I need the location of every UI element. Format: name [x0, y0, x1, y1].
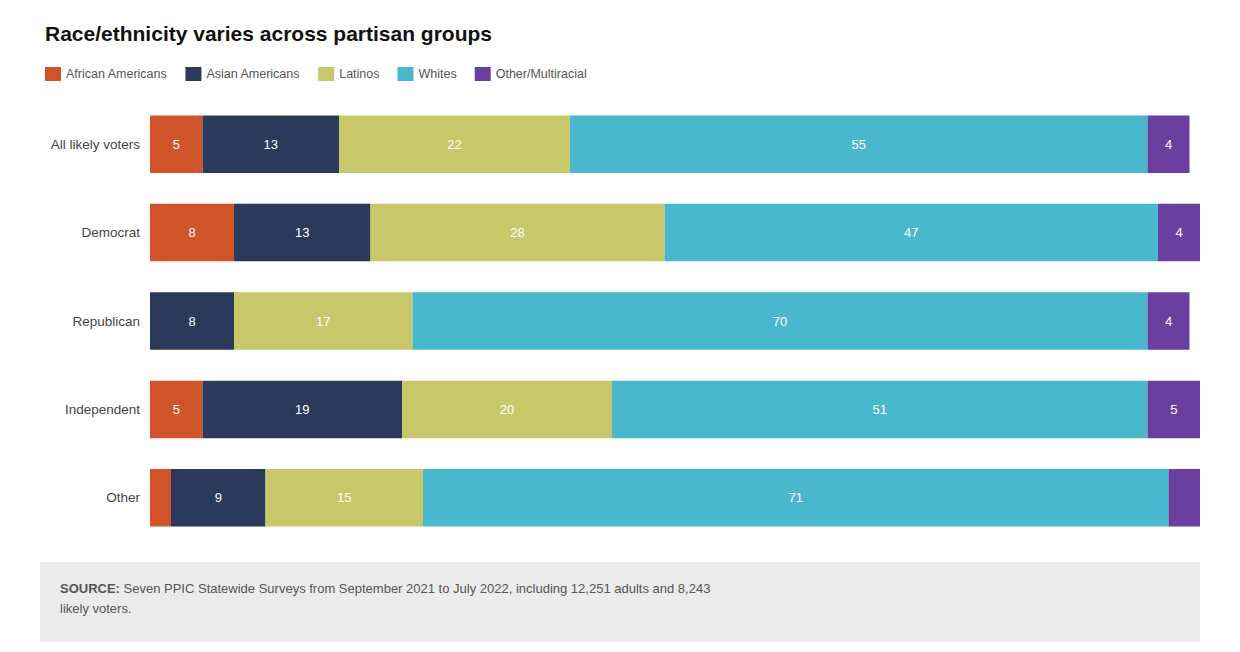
- svg-text:20: 20: [500, 402, 514, 417]
- svg-text:likely voters.: likely voters.: [60, 601, 132, 616]
- svg-text:Other/Multiracial: Other/Multiracial: [496, 67, 587, 81]
- svg-text:17: 17: [316, 314, 330, 329]
- svg-text:4: 4: [1165, 137, 1172, 152]
- svg-text:13: 13: [295, 225, 309, 240]
- svg-text:22: 22: [447, 137, 461, 152]
- svg-text:13: 13: [264, 137, 278, 152]
- svg-text:5: 5: [173, 402, 180, 417]
- svg-text:Latinos: Latinos: [339, 67, 379, 81]
- svg-text:5: 5: [173, 137, 180, 152]
- svg-text:8: 8: [188, 314, 195, 329]
- svg-text:55: 55: [852, 137, 866, 152]
- svg-text:19: 19: [295, 402, 309, 417]
- svg-text:Other: Other: [106, 490, 140, 505]
- svg-text:Seven PPIC Statewide Surveys f: Seven PPIC Statewide Surveys from Septem…: [120, 581, 710, 596]
- svg-text:28: 28: [510, 225, 524, 240]
- svg-text:8: 8: [188, 225, 195, 240]
- svg-text:51: 51: [873, 402, 887, 417]
- svg-text:47: 47: [904, 225, 918, 240]
- svg-text:Republican: Republican: [72, 314, 140, 329]
- svg-text:71: 71: [789, 490, 803, 505]
- svg-text:African Americans: African Americans: [66, 67, 167, 81]
- svg-text:All likely voters: All likely voters: [51, 137, 141, 152]
- svg-text:Democrat: Democrat: [81, 225, 140, 240]
- svg-text:Asian Americans: Asian Americans: [206, 67, 299, 81]
- svg-text:70: 70: [773, 314, 787, 329]
- svg-text:4: 4: [1175, 225, 1182, 240]
- svg-text:Independent: Independent: [65, 402, 140, 417]
- svg-text:15: 15: [337, 490, 351, 505]
- svg-text:5: 5: [1170, 402, 1177, 417]
- svg-text:SOURCE:: SOURCE:: [60, 581, 120, 596]
- svg-text:Race/ethnicity varies across p: Race/ethnicity varies across partisan gr…: [45, 22, 492, 45]
- svg-text:9: 9: [215, 490, 222, 505]
- svg-text:Whites: Whites: [419, 67, 457, 81]
- svg-text:4: 4: [1165, 314, 1172, 329]
